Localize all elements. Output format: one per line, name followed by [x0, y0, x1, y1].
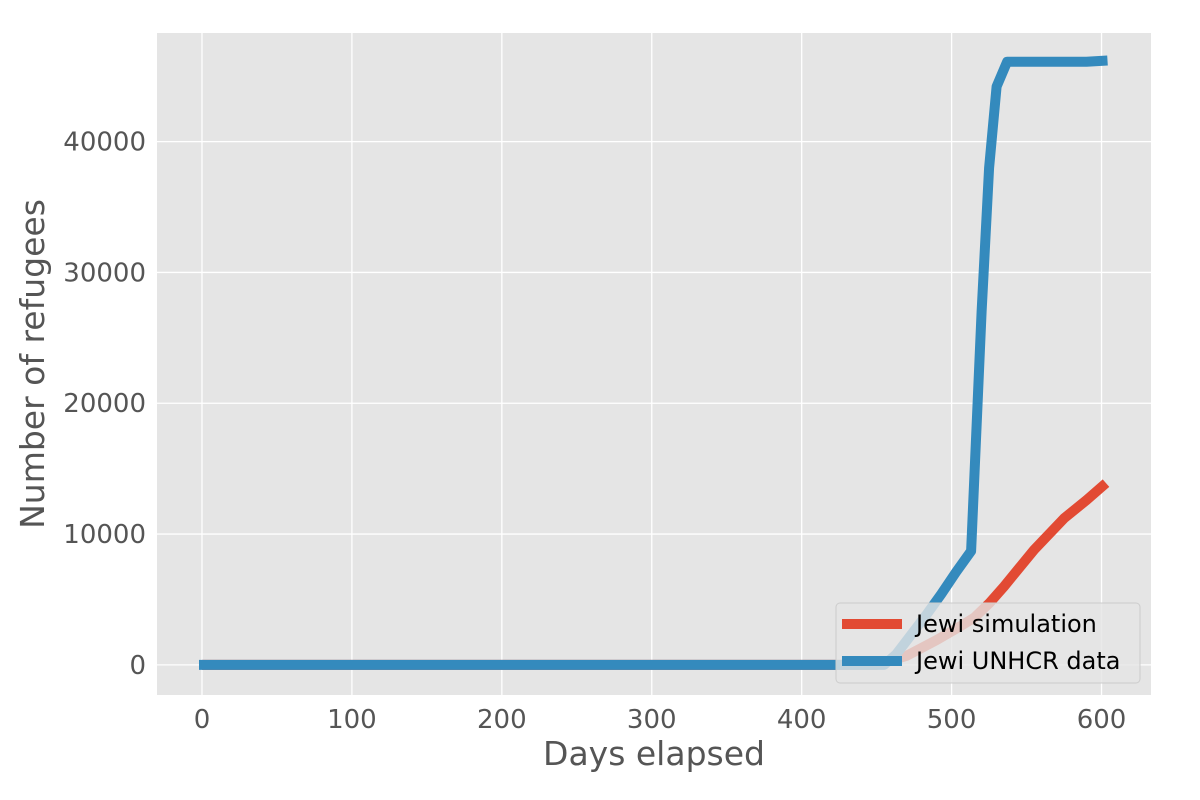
x-tick-label: 600	[1077, 705, 1127, 735]
x-tick-label: 400	[777, 705, 827, 735]
x-tick-labels: 0 100 200 300 400 500 600	[194, 705, 1127, 735]
y-tick-label: 10000	[63, 520, 146, 550]
series-line-2	[199, 55, 1108, 670]
legend-label-1: Jewi simulation	[914, 610, 1097, 638]
x-axis-label: Days elapsed	[543, 734, 765, 773]
x-tick-label: 500	[927, 705, 977, 735]
legend: Jewi simulation Jewi UNHCR data	[835, 602, 1141, 684]
y-tick-label: 30000	[63, 258, 146, 288]
plot-background	[157, 33, 1151, 695]
x-tick-label: 0	[194, 705, 211, 735]
y-tick-label: 20000	[63, 389, 146, 419]
y-tick-label: 40000	[63, 128, 146, 158]
y-axis-label: Number of refugees	[13, 199, 52, 529]
x-tick-label: 100	[327, 705, 377, 735]
legend-box	[835, 602, 1141, 684]
y-tick-labels: 0 10000 20000 30000 40000	[63, 128, 146, 681]
x-tick-label: 200	[477, 705, 527, 735]
y-tick-label: 0	[129, 651, 146, 681]
x-tick-label: 300	[627, 705, 677, 735]
legend-label-2: Jewi UNHCR data	[914, 647, 1120, 675]
